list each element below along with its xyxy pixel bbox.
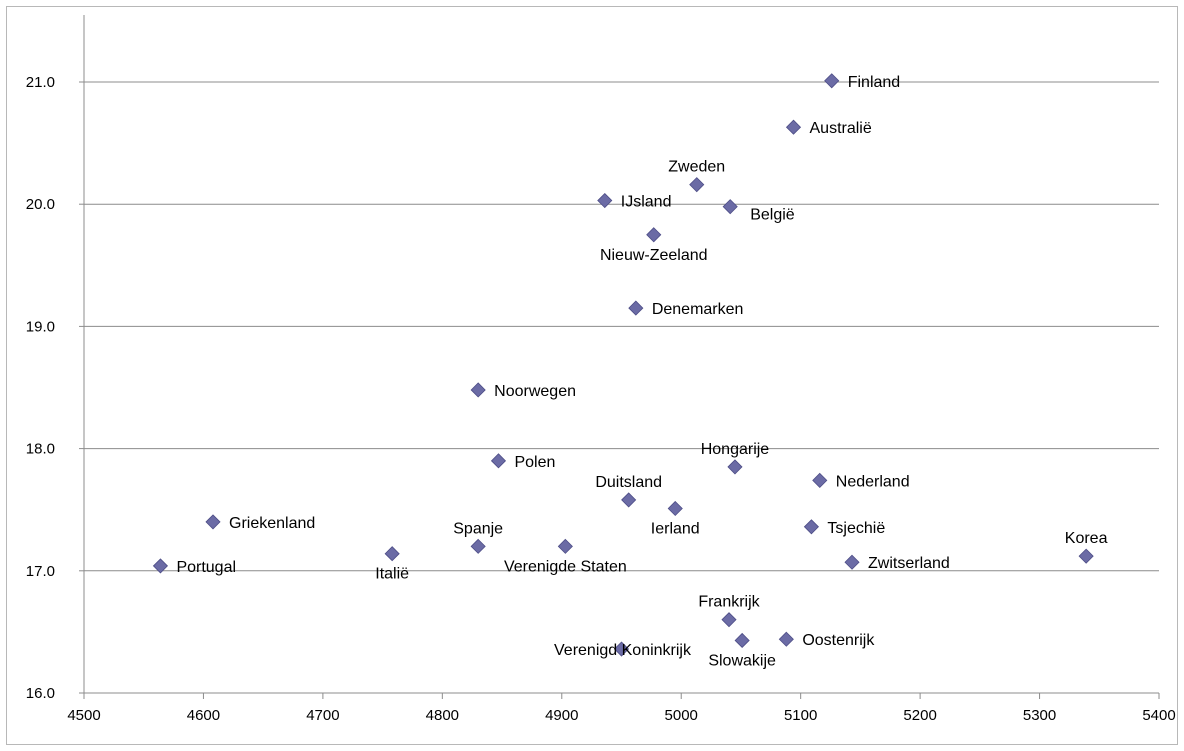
data-label: Spanje xyxy=(453,520,503,537)
data-labels: Finland Australië Zweden IJsland België Nieuw… xyxy=(176,74,1107,670)
x-tick-label: 4600 xyxy=(187,707,220,724)
data-point xyxy=(734,632,750,649)
data-point xyxy=(1078,548,1094,564)
data-point xyxy=(384,546,400,562)
x-tick-label: 5400 xyxy=(1142,707,1175,724)
x-tick-label: 4700 xyxy=(306,707,339,724)
data-label: Finland xyxy=(848,74,900,91)
y-tick-label: 21.0 xyxy=(26,74,55,91)
data-label: Polen xyxy=(514,454,555,471)
data-label: Denemarken xyxy=(652,301,744,318)
data-label: Ierland xyxy=(651,520,700,537)
data-point xyxy=(812,472,828,488)
data-point xyxy=(667,500,683,517)
y-tick-label: 19.0 xyxy=(26,318,55,335)
data-label: Duitsland xyxy=(595,474,662,491)
data-point xyxy=(557,538,573,554)
x-tick-label: 4900 xyxy=(545,707,578,724)
data-point xyxy=(803,519,819,535)
x-tick-label: 5100 xyxy=(784,707,817,724)
data-point xyxy=(205,514,221,530)
data-point xyxy=(689,177,705,193)
data-point xyxy=(152,558,169,574)
data-label: Nieuw-Zeeland xyxy=(600,247,708,264)
data-point xyxy=(722,199,738,215)
data-label: Zwitserland xyxy=(868,555,950,572)
data-label: Frankrijk xyxy=(698,594,760,611)
data-point xyxy=(621,492,637,508)
data-label: Verenigde Staten xyxy=(504,558,627,575)
data-point xyxy=(470,538,486,554)
x-tick-label: 4800 xyxy=(426,707,459,724)
data-point xyxy=(646,227,662,243)
data-label: Griekenland xyxy=(229,515,315,532)
data-point xyxy=(778,631,794,647)
data-point xyxy=(721,612,737,628)
y-tick-label: 20.0 xyxy=(26,196,55,213)
data-points xyxy=(152,73,1094,657)
data-label: Italië xyxy=(375,566,409,583)
data-point xyxy=(844,554,860,570)
data-point xyxy=(727,459,743,475)
data-label: IJsland xyxy=(621,194,672,211)
data-label: Verenigd Koninkrijk xyxy=(554,642,692,659)
data-label: Noorwegen xyxy=(494,383,576,400)
data-label: Nederland xyxy=(836,473,910,490)
data-point xyxy=(628,300,644,316)
x-tick-label: 5000 xyxy=(665,707,698,724)
data-label: Slowakije xyxy=(708,652,776,669)
data-label: België xyxy=(750,207,795,224)
gridlines xyxy=(84,81,1159,572)
data-label: Hongarije xyxy=(701,441,770,458)
data-point xyxy=(597,192,613,209)
data-point xyxy=(613,641,630,657)
x-tick-label: 5300 xyxy=(1023,707,1056,724)
data-label: Australië xyxy=(810,120,872,137)
data-label: Zweden xyxy=(668,159,725,176)
data-point xyxy=(490,453,507,469)
data-label: Tsjechië xyxy=(827,520,885,537)
y-tick-label: 17.0 xyxy=(26,563,55,580)
x-tick-label: 5200 xyxy=(903,707,936,724)
y-tick-label: 18.0 xyxy=(26,441,55,458)
data-label: Oostenrijk xyxy=(802,632,875,649)
data-point xyxy=(824,73,840,89)
y-tick-label: 16.0 xyxy=(26,685,55,702)
x-tick-label: 4500 xyxy=(67,707,100,724)
data-point xyxy=(470,382,486,398)
chart-frame xyxy=(6,6,1178,745)
axes xyxy=(79,15,1160,699)
data-label: Portugal xyxy=(176,559,236,576)
data-point xyxy=(785,119,802,135)
data-label: Korea xyxy=(1065,530,1108,547)
y-tick-labels: 16.0 17.0 18.0 19.0 20.0 21.0 xyxy=(26,74,55,702)
x-tick-labels: 4500 4600 4700 4800 4900 5000 5100 5200 5300 5400 xyxy=(67,707,1175,724)
